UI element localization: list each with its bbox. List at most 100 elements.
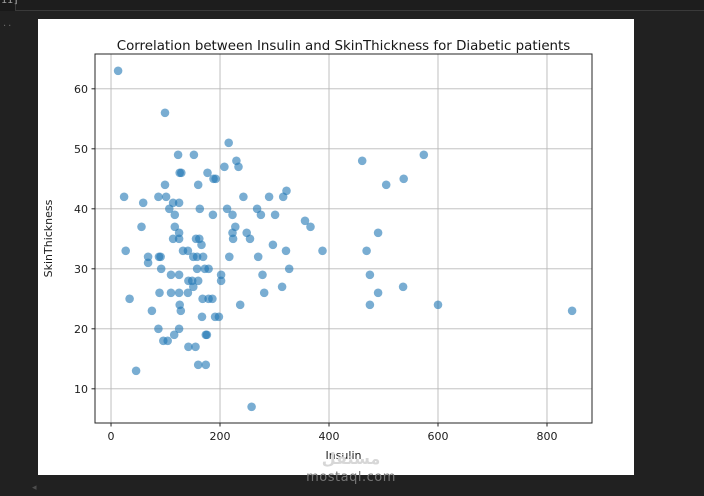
scatter-point (211, 174, 220, 184)
scatter-point (183, 246, 193, 256)
scatter-point (224, 138, 233, 148)
scatter-point (306, 222, 315, 232)
scatter-point (189, 282, 198, 292)
scatter-point (166, 288, 176, 298)
scatter-point (419, 150, 429, 160)
scatter-point (225, 252, 234, 262)
scatter-point (165, 204, 174, 214)
matplotlib-figure: 0 200 400 600 800 10 20 30 40 50 60 Correlation be… (38, 19, 634, 475)
scatter-points (113, 66, 577, 412)
scatter-point (154, 324, 163, 334)
scatter-point (373, 228, 383, 238)
scatter-point (365, 300, 375, 310)
scatter-point (214, 312, 224, 322)
scatter-point (193, 276, 203, 286)
watermark-text: mostaql.com (306, 470, 396, 485)
scatter-point (191, 342, 200, 352)
scatter-point (208, 294, 217, 304)
scatter-point (433, 300, 443, 310)
scatter-point (155, 288, 164, 298)
scatter-point (174, 270, 184, 280)
scatter-point (160, 108, 170, 118)
scatter-point (239, 192, 248, 202)
scatter-point (174, 288, 184, 298)
scatter-point (234, 162, 243, 172)
scatter-point (192, 264, 202, 274)
scatter-point (357, 156, 367, 166)
scrollbar-left-arrow[interactable]: ◂ (32, 483, 37, 493)
y-tick-label: 10 (74, 383, 88, 396)
scatter-point (119, 192, 129, 202)
scatter-point (259, 288, 269, 298)
scatter-point (192, 252, 202, 262)
scatter-point (131, 366, 141, 376)
cell-execution-count: 11] (1, 0, 20, 6)
scatter-point (398, 282, 408, 292)
y-tick-label: 60 (74, 83, 88, 96)
scatter-point (161, 192, 171, 202)
x-tick-label: 0 (108, 430, 115, 443)
scatter-point (143, 258, 153, 268)
scatter-point (163, 336, 172, 346)
scatter-point (113, 66, 123, 76)
scatter-point (138, 198, 148, 208)
scatter-point (277, 282, 287, 292)
scatter-point (170, 210, 180, 220)
scatter-point (197, 240, 206, 250)
x-tick-label: 400 (319, 430, 340, 443)
scatter-point (235, 300, 245, 310)
scatter-point (121, 246, 130, 256)
x-tick-label: 800 (536, 430, 557, 443)
scatter-point (256, 210, 266, 220)
scatter-point (170, 222, 180, 232)
scatter-point (567, 306, 577, 316)
scatter-point (183, 288, 193, 298)
scatter-point (174, 228, 184, 238)
scatter-point (173, 150, 183, 160)
scatter-point (204, 264, 213, 274)
scatter-point (399, 174, 409, 184)
scatter-point (137, 222, 146, 232)
y-tick-label: 50 (74, 143, 88, 156)
scatter-point (228, 210, 237, 220)
scatter-point (176, 306, 186, 316)
scatter-point (193, 360, 203, 370)
scatter-point (166, 270, 176, 280)
y-axis-label: SkinThickness (42, 199, 55, 277)
scatter-plot: 0 200 400 600 800 10 20 30 40 50 60 Correlation be… (42, 39, 593, 462)
scatter-point (177, 168, 186, 178)
axis-ticks: 0 200 400 600 800 10 20 30 40 50 60 (74, 83, 557, 443)
axes-frame (94, 53, 593, 424)
scatter-point (228, 234, 238, 244)
scatter-point (169, 330, 179, 340)
scatter-point (193, 180, 203, 190)
chart-title: Correlation between Insulin and SkinThic… (117, 39, 571, 54)
scatter-point (216, 276, 226, 286)
scatter-point (160, 180, 170, 190)
scatter-point (300, 216, 310, 226)
scatter-point (174, 234, 184, 244)
scatter-point (253, 252, 263, 262)
y-tick-label: 30 (74, 263, 88, 276)
cell-collapse-dots: ·· (3, 21, 14, 32)
scatter-point (247, 402, 256, 412)
scatter-point (203, 168, 212, 178)
scatter-point (198, 252, 208, 262)
scatter-point (208, 210, 218, 220)
scatter-point (268, 240, 278, 250)
scatter-point (189, 150, 199, 160)
scatter-point (156, 252, 165, 262)
scatter-point (168, 234, 178, 244)
scatter-point (362, 246, 371, 256)
scatter-point (381, 180, 391, 190)
code-cell-border (15, 0, 704, 11)
scatter-point (258, 270, 267, 280)
scatter-point (201, 360, 211, 370)
x-tick-label: 200 (210, 430, 231, 443)
y-tick-label: 20 (74, 323, 88, 336)
scatter-point (264, 192, 274, 202)
scatter-point (184, 342, 193, 352)
watermark-arabic: مستقل (321, 449, 381, 468)
scatter-point (174, 198, 184, 208)
